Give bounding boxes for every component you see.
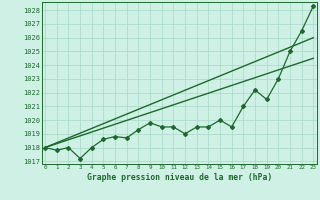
X-axis label: Graphe pression niveau de la mer (hPa): Graphe pression niveau de la mer (hPa) [87,173,272,182]
